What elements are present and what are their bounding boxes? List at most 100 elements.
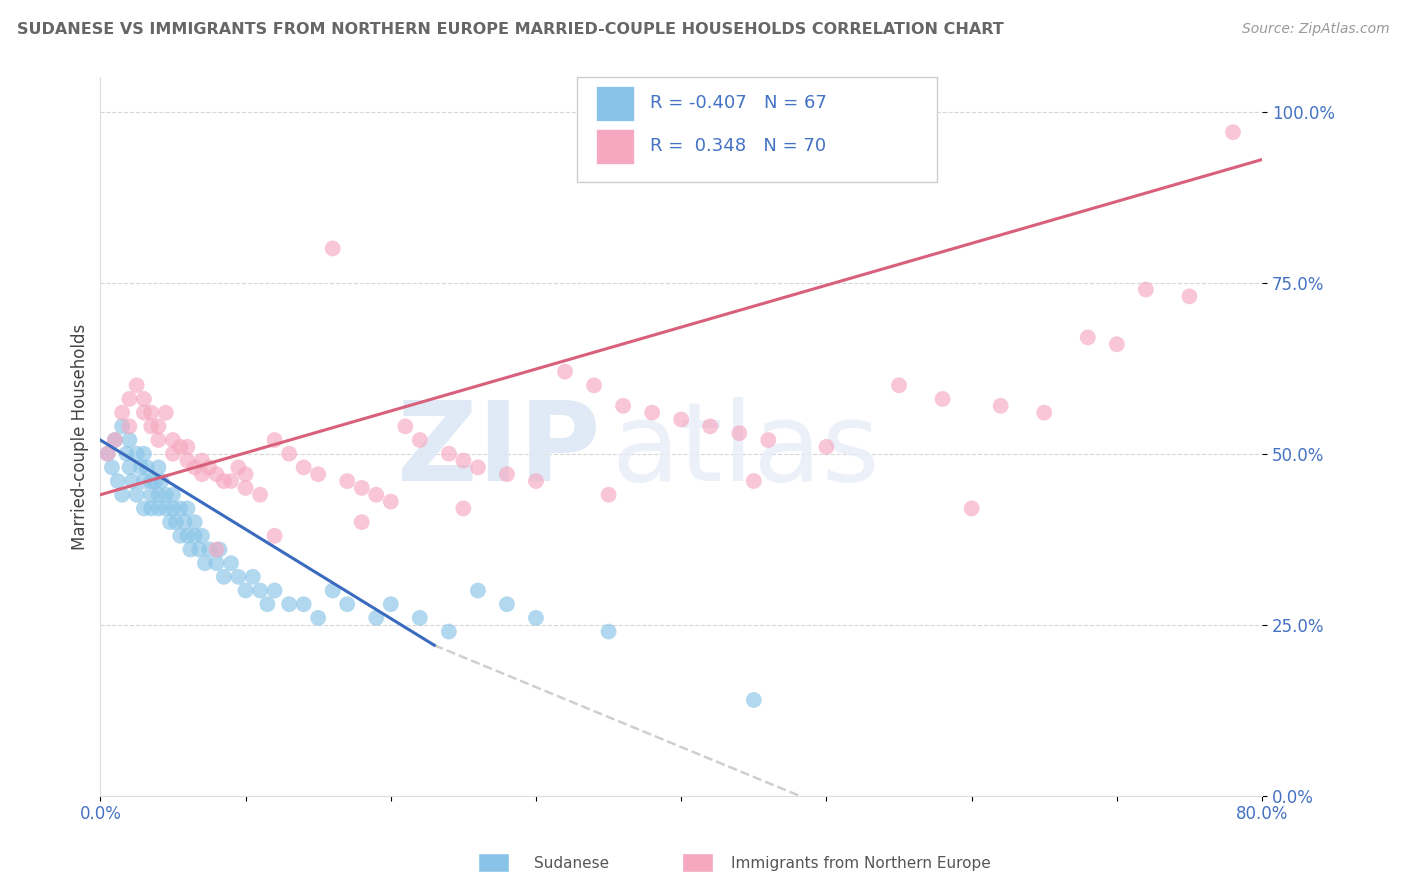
Point [263, 529, 285, 543]
Point [583, 378, 606, 392]
Point [1135, 283, 1157, 297]
Point [132, 474, 155, 488]
Point [162, 488, 184, 502]
Point [115, 447, 138, 461]
Point [699, 419, 721, 434]
Point [598, 488, 620, 502]
Point [235, 481, 257, 495]
Point [159, 515, 181, 529]
Point [184, 515, 207, 529]
Point [467, 460, 489, 475]
Point [887, 378, 910, 392]
Point [409, 611, 432, 625]
Point [931, 392, 953, 406]
Point [97, 447, 120, 461]
Point [132, 447, 155, 461]
Point [960, 501, 983, 516]
Point [111, 419, 134, 434]
Text: Source: ZipAtlas.com: Source: ZipAtlas.com [1241, 22, 1389, 37]
Point [191, 467, 214, 482]
Point [111, 488, 134, 502]
Point [815, 440, 838, 454]
Point [125, 378, 148, 392]
Point [219, 556, 242, 570]
Point [212, 474, 235, 488]
Point [194, 556, 217, 570]
Point [173, 515, 195, 529]
Point [437, 624, 460, 639]
Text: atlas: atlas [612, 398, 880, 505]
Point [148, 501, 170, 516]
Point [496, 467, 519, 482]
Point [148, 488, 170, 502]
Point [184, 460, 207, 475]
Point [278, 597, 301, 611]
Point [249, 583, 271, 598]
Point [742, 474, 765, 488]
Point [132, 501, 155, 516]
FancyBboxPatch shape [596, 86, 634, 120]
Point [121, 474, 143, 488]
Point [169, 529, 191, 543]
Point [97, 447, 120, 461]
Point [366, 488, 388, 502]
Point [198, 460, 221, 475]
Point [148, 460, 170, 475]
Point [205, 556, 228, 570]
Point [336, 474, 359, 488]
Point [169, 440, 191, 454]
Point [453, 453, 475, 467]
Point [641, 406, 664, 420]
Point [278, 447, 301, 461]
Point [990, 399, 1012, 413]
Point [129, 460, 152, 475]
Point [101, 460, 124, 475]
Point [148, 419, 170, 434]
Text: R =  0.348   N = 70: R = 0.348 N = 70 [650, 137, 825, 155]
Point [132, 406, 155, 420]
Y-axis label: Married-couple Households: Married-couple Households [72, 324, 89, 549]
Point [155, 488, 177, 502]
Point [1105, 337, 1128, 351]
Point [150, 474, 173, 488]
Point [524, 611, 547, 625]
Point [191, 453, 214, 467]
Point [176, 529, 198, 543]
FancyBboxPatch shape [576, 78, 936, 182]
Point [1077, 330, 1099, 344]
Point [104, 433, 127, 447]
Point [111, 406, 134, 420]
Point [198, 542, 221, 557]
Point [141, 419, 163, 434]
Text: Immigrants from Northern Europe: Immigrants from Northern Europe [731, 856, 991, 871]
Point [118, 392, 141, 406]
Point [1178, 289, 1201, 303]
Point [169, 501, 191, 516]
Point [256, 597, 278, 611]
Point [235, 583, 257, 598]
Point [155, 501, 177, 516]
Point [742, 693, 765, 707]
Point [524, 474, 547, 488]
Point [148, 433, 170, 447]
Point [1222, 125, 1244, 139]
Point [212, 570, 235, 584]
Point [409, 433, 432, 447]
Point [380, 494, 402, 508]
Point [104, 433, 127, 447]
Point [756, 433, 779, 447]
Point [307, 467, 329, 482]
Point [162, 501, 184, 516]
Text: Sudanese: Sudanese [534, 856, 609, 871]
Point [669, 412, 692, 426]
FancyBboxPatch shape [596, 129, 634, 163]
Point [118, 419, 141, 434]
Point [554, 365, 576, 379]
Point [208, 542, 231, 557]
Point [394, 419, 416, 434]
Point [1033, 406, 1056, 420]
Point [322, 583, 344, 598]
Point [437, 447, 460, 461]
Text: SUDANESE VS IMMIGRANTS FROM NORTHERN EUROPE MARRIED-COUPLE HOUSEHOLDS CORRELATIO: SUDANESE VS IMMIGRANTS FROM NORTHERN EUR… [17, 22, 1004, 37]
Point [184, 529, 207, 543]
